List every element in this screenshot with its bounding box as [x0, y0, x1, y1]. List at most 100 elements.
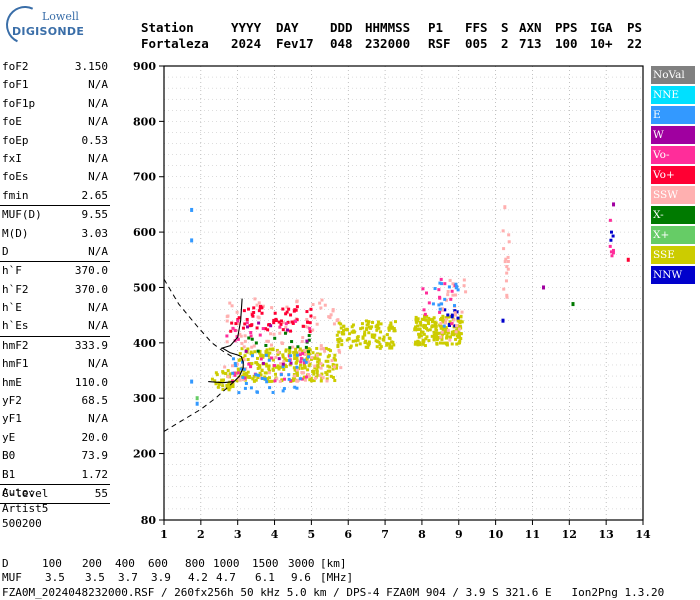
echo-point — [225, 340, 229, 344]
echo-point — [317, 361, 321, 365]
x-tick-label: 11 — [525, 528, 540, 541]
echo-point — [437, 303, 441, 307]
echo-point — [425, 327, 429, 331]
echo-point — [319, 362, 323, 366]
echo-point — [390, 345, 394, 349]
muf-value: 3.5 — [45, 571, 65, 584]
d-value: 800 — [185, 557, 205, 570]
echo-point — [444, 318, 448, 322]
param-row: fmin 2.65 — [0, 187, 110, 207]
echo-point — [267, 371, 271, 375]
echo-point — [379, 345, 383, 349]
echo-point — [363, 330, 367, 334]
x-tick-label: 4 — [271, 528, 279, 541]
x-tick-label: 13 — [598, 528, 613, 541]
echo-point — [250, 313, 254, 317]
param-row: yE 20.0 — [0, 429, 110, 447]
echo-point — [426, 328, 430, 332]
echo-point — [307, 375, 311, 379]
echo-point — [281, 321, 285, 325]
echo-point — [445, 330, 449, 334]
echo-point — [413, 342, 417, 346]
echo-point — [283, 358, 287, 362]
echo-point — [247, 307, 251, 311]
echo-point — [290, 340, 294, 344]
d-value: 3000 — [288, 557, 315, 570]
echo-point — [190, 207, 194, 212]
echo-point — [295, 386, 299, 390]
lowell-digisonde-logo: Lowell DIGISONDE — [0, 0, 84, 50]
echo-point — [249, 334, 253, 338]
echo-point — [502, 247, 506, 251]
echo-point — [257, 373, 261, 377]
y-tick-label: 600 — [133, 226, 156, 239]
echo-point — [190, 238, 194, 243]
x-tick-label: 6 — [344, 528, 352, 541]
echo-point — [506, 259, 510, 263]
echo-point — [295, 305, 299, 309]
echo-point — [385, 343, 389, 347]
y-tick-label: 80 — [141, 514, 157, 527]
echo-point — [367, 320, 371, 324]
echo-point — [316, 360, 320, 364]
echo-point — [302, 363, 306, 367]
echo-point — [295, 373, 299, 377]
echo-point — [250, 311, 254, 315]
x-tick-label: 10 — [488, 528, 504, 541]
echo-point — [281, 355, 285, 359]
echo-point — [431, 317, 435, 321]
echo-point — [243, 354, 247, 358]
echo-point — [274, 355, 278, 359]
echo-point — [424, 324, 428, 328]
echo-point — [316, 373, 320, 377]
echo-point — [448, 338, 452, 342]
echo-point — [437, 331, 441, 335]
echo-point — [227, 382, 231, 386]
param-label: yE — [2, 430, 16, 444]
echo-point — [292, 366, 296, 370]
echo-point — [315, 371, 319, 375]
echo-point — [266, 379, 270, 383]
echo-point — [456, 319, 460, 323]
echo-point — [421, 340, 425, 344]
echo-point — [313, 356, 317, 360]
echo-point — [320, 298, 324, 302]
echo-point — [281, 342, 285, 346]
echo-point — [291, 345, 295, 349]
echo-point — [375, 325, 379, 329]
echo-point — [460, 310, 464, 314]
echo-point — [626, 257, 630, 262]
echo-point — [330, 359, 334, 363]
echo-point — [307, 355, 311, 359]
legend-item-vo-: Vo- — [651, 146, 695, 164]
echo-point — [435, 337, 439, 341]
echo-point — [609, 238, 613, 242]
echo-point — [326, 364, 330, 368]
echo-point — [261, 361, 265, 365]
header-value-11: 22 — [627, 36, 643, 51]
param-label: h`E — [2, 301, 22, 315]
echo-point — [221, 370, 225, 374]
echo-point — [310, 356, 314, 360]
echo-point — [213, 379, 217, 383]
echo-point — [242, 367, 246, 371]
echo-point — [267, 364, 271, 368]
echo-point — [438, 323, 442, 327]
echo-point — [371, 320, 375, 324]
echo-point — [388, 346, 392, 350]
echo-point — [502, 287, 506, 291]
echo-point — [415, 324, 419, 328]
echo-point — [259, 373, 263, 377]
echo-point — [608, 218, 612, 222]
echo-point — [456, 316, 460, 320]
echo-point — [283, 331, 287, 335]
echo-point — [210, 377, 214, 381]
echo-point — [281, 307, 285, 311]
echo-point — [504, 257, 508, 261]
y-tick-label: 900 — [133, 60, 156, 73]
echo-point — [446, 331, 450, 335]
echo-point — [266, 377, 270, 381]
echo-point — [278, 331, 282, 335]
echo-point — [242, 358, 246, 362]
y-tick-label: 800 — [133, 115, 156, 128]
